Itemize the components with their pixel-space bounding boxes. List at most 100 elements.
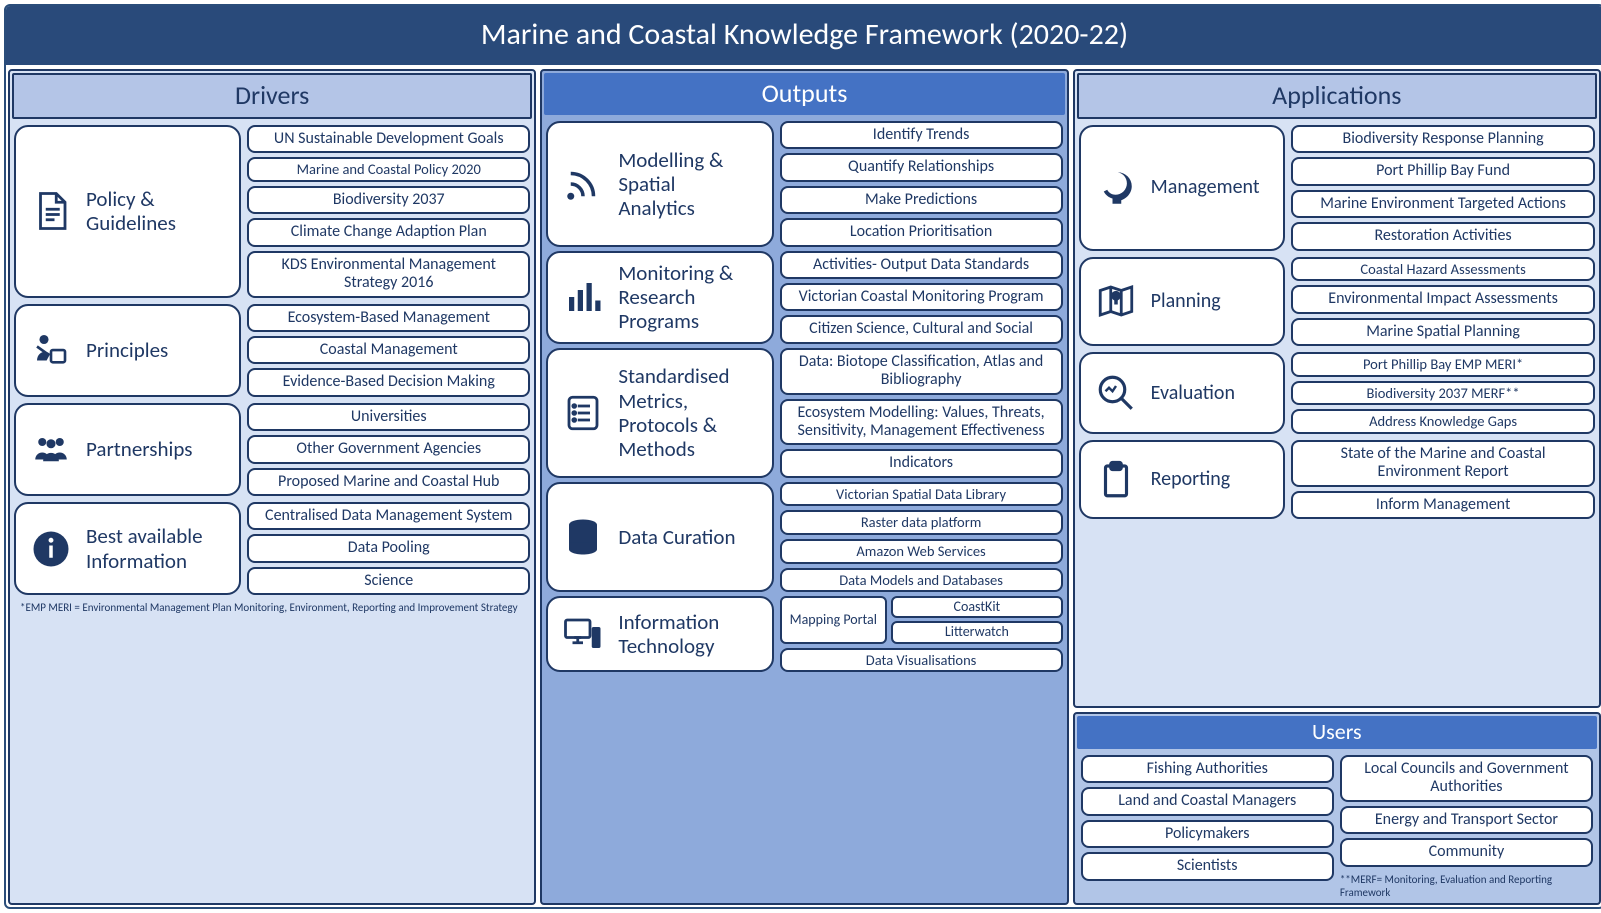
gear-head-icon: [1095, 167, 1137, 209]
card-reporting: Reporting: [1079, 440, 1286, 519]
drivers-footnote: *EMP MERI = Environmental Management Pla…: [14, 601, 530, 616]
pill-mapping-portal: Mapping Portal: [780, 596, 888, 643]
pill-item: Biodiversity 2037 MERF**: [1291, 381, 1595, 406]
card-evaluation: Evaluation: [1079, 352, 1286, 434]
pill-item: Environmental Impact Assessments: [1291, 285, 1595, 313]
pill-item: Climate Change Adaption Plan: [247, 218, 530, 246]
pill-stack: Mapping Portal CoastKit Litterwatch Data…: [780, 596, 1063, 672]
column-drivers: Drivers Policy &Guidelines UN Sustainabl…: [8, 69, 536, 905]
person-board-icon: [30, 329, 72, 371]
pill-item: Data Pooling: [247, 534, 530, 562]
pill-stack: Universities Other Government Agencies P…: [247, 403, 530, 496]
it-sub-row: Mapping Portal CoastKit Litterwatch: [780, 596, 1063, 643]
card-label: Modelling &SpatialAnalytics: [618, 148, 761, 220]
pill-stack: Identify Trends Quantify Relationships M…: [780, 121, 1063, 247]
users-col-left: Fishing Authorities Land and Coastal Man…: [1081, 755, 1334, 899]
pill-item: KDS Environmental Management Strategy 20…: [247, 251, 530, 298]
pill-item: Data Models and Databases: [780, 568, 1063, 593]
drivers-group-partnerships: Partnerships Universities Other Governme…: [14, 403, 530, 496]
column-right: Applications Management Biodiversity Res…: [1073, 69, 1601, 905]
apps-group-evaluation: Evaluation Port Phillip Bay EMP MERI* Bi…: [1079, 352, 1595, 434]
pill-item: Inform Management: [1291, 491, 1595, 519]
signal-icon: [562, 163, 604, 205]
pill-item: Victorian Coastal Monitoring Program: [780, 283, 1063, 311]
card-label: Best availableInformation: [86, 524, 229, 572]
pill-item: Port Phillip Bay Fund: [1291, 157, 1595, 185]
card-policy-guidelines: Policy &Guidelines: [14, 125, 241, 298]
column-users: Users Fishing Authorities Land and Coast…: [1073, 712, 1601, 905]
users-col-right: Local Councils and Government Authoritie…: [1340, 755, 1593, 899]
pill-item: Other Government Agencies: [247, 435, 530, 463]
pill-stack: Activities- Output Data Standards Victor…: [780, 251, 1063, 344]
pill-item: Coastal Management: [247, 336, 530, 364]
outputs-group-monitoring: Monitoring &ResearchPrograms Activities-…: [546, 251, 1062, 344]
user-pill: Energy and Transport Sector: [1340, 806, 1593, 834]
pill-item: Victorian Spatial Data Library: [780, 482, 1063, 507]
pill-stack: Biodiversity Response Planning Port Phil…: [1291, 125, 1595, 251]
card-label: Evaluation: [1151, 382, 1274, 405]
column-drivers-title: Drivers: [12, 73, 532, 119]
user-pill: Scientists: [1081, 852, 1334, 880]
card-label: Planning: [1151, 290, 1274, 313]
pill-item: Quantify Relationships: [780, 153, 1063, 181]
drivers-group-info: Best availableInformation Centralised Da…: [14, 502, 530, 595]
pill-item: Data: Biotope Classification, Atlas and …: [780, 348, 1063, 395]
user-pill: Land and Coastal Managers: [1081, 787, 1334, 815]
pill-stack: Centralised Data Management System Data …: [247, 502, 530, 595]
magnify-icon: [1095, 372, 1137, 414]
pill-item: Citizen Science, Cultural and Social: [780, 315, 1063, 343]
pill-stack: Ecosystem-Based Management Coastal Manag…: [247, 304, 530, 397]
drivers-group-principles: Principles Ecosystem-Based Management Co…: [14, 304, 530, 397]
card-partnerships: Partnerships: [14, 403, 241, 496]
pill-item: Indicators: [780, 449, 1063, 477]
pill-stack: Port Phillip Bay EMP MERI* Biodiversity …: [1291, 352, 1595, 434]
card-label: Principles: [86, 338, 229, 362]
pill-item: CoastKit: [891, 596, 1063, 618]
outputs-group-metrics: StandardisedMetrics,Protocols &Methods D…: [546, 348, 1062, 478]
column-outputs: Outputs Modelling &SpatialAnalytics Iden…: [540, 69, 1068, 905]
document-icon: [30, 190, 72, 232]
column-users-title: Users: [1077, 716, 1597, 749]
pill-item: Marine Spatial Planning: [1291, 318, 1595, 346]
pill-item: Identify Trends: [780, 121, 1063, 149]
card-label: StandardisedMetrics,Protocols &Methods: [618, 364, 761, 461]
pill-item: Evidence-Based Decision Making: [247, 368, 530, 396]
users-footnote: **MERF= Monitoring, Evaluation and Repor…: [1340, 871, 1593, 899]
card-label: Reporting: [1151, 468, 1274, 491]
pill-item: UN Sustainable Development Goals: [247, 125, 530, 153]
pill-item: Data Visualisations: [780, 648, 1063, 673]
card-planning: Planning: [1079, 257, 1286, 346]
map-icon: [1095, 280, 1137, 322]
card-modelling: Modelling &SpatialAnalytics: [546, 121, 773, 247]
pill-item: Make Predictions: [780, 186, 1063, 214]
card-it: InformationTechnology: [546, 596, 773, 672]
people-icon: [30, 428, 72, 470]
computer-icon: [562, 613, 604, 655]
card-metrics: StandardisedMetrics,Protocols &Methods: [546, 348, 773, 478]
pill-item: Marine Environment Targeted Actions: [1291, 190, 1595, 218]
pill-stack: Coastal Hazard Assessments Environmental…: [1291, 257, 1595, 346]
framework-diagram: Marine and Coastal Knowledge Framework (…: [4, 4, 1601, 909]
card-label: Monitoring &ResearchPrograms: [618, 261, 761, 333]
card-label: Policy &Guidelines: [86, 187, 229, 235]
pill-item: Universities: [247, 403, 530, 431]
pill-stack: Data: Biotope Classification, Atlas and …: [780, 348, 1063, 478]
pill-item: Ecosystem-Based Management: [247, 304, 530, 332]
apps-group-reporting: Reporting State of the Marine and Coasta…: [1079, 440, 1595, 519]
pill-item: Port Phillip Bay EMP MERI*: [1291, 352, 1595, 377]
pill-item: Location Prioritisation: [780, 218, 1063, 246]
card-label: Partnerships: [86, 437, 229, 461]
apps-group-planning: Planning Coastal Hazard Assessments Envi…: [1079, 257, 1595, 346]
card-label: Management: [1151, 176, 1274, 199]
checklist-icon: [562, 392, 604, 434]
pill-item: Coastal Hazard Assessments: [1291, 257, 1595, 282]
columns-container: Drivers Policy &Guidelines UN Sustainabl…: [6, 65, 1601, 907]
card-management: Management: [1079, 125, 1286, 251]
pill-stack: UN Sustainable Development Goals Marine …: [247, 125, 530, 298]
column-applications-title: Applications: [1077, 73, 1597, 119]
clipboard-icon: [1095, 459, 1137, 501]
pill-item: Litterwatch: [891, 621, 1063, 643]
pill-item: Marine and Coastal Policy 2020: [247, 157, 530, 182]
card-data-curation: Data Curation: [546, 482, 773, 593]
drivers-group-policy: Policy &Guidelines UN Sustainable Develo…: [14, 125, 530, 298]
